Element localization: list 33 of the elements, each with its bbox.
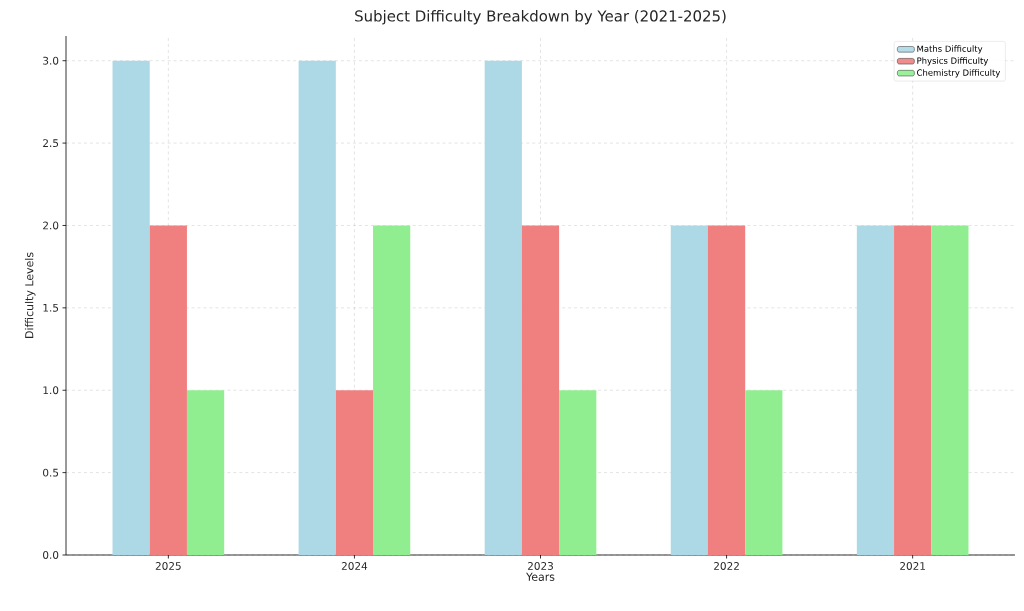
- y-tick-label: 1.0: [43, 386, 59, 395]
- bar: [298, 60, 336, 555]
- legend-label: Physics Difficulty: [917, 57, 989, 66]
- bar: [559, 390, 597, 555]
- bar: [149, 225, 187, 555]
- bar: [521, 225, 560, 555]
- x-tick-label: 2024: [341, 562, 368, 570]
- legend-label: Chemistry Difficulty: [917, 69, 1001, 78]
- x-axis-title: Years: [526, 572, 555, 581]
- bar: [373, 225, 411, 555]
- x-tick-label: 2025: [155, 562, 181, 570]
- bar: [894, 225, 932, 555]
- x-tick-label: 2021: [900, 562, 925, 570]
- bar: [335, 390, 374, 555]
- bar: [745, 390, 783, 555]
- y-tick-label: 2.5: [43, 139, 59, 148]
- y-tick-label: 2.0: [43, 221, 59, 230]
- x-tick-label: 2023: [527, 562, 553, 570]
- y-tick-label: 0.5: [43, 468, 59, 477]
- bar: [856, 225, 895, 555]
- bar: [707, 225, 746, 555]
- chart-title: Subject Difficulty Breakdown by Year (2021-2025): [355, 10, 726, 25]
- bar: [670, 225, 708, 555]
- legend-label: Maths Difficulty: [917, 45, 983, 54]
- y-tick-label: 0.0: [43, 551, 59, 559]
- bar: [186, 390, 225, 555]
- y-tick-label: 1.5: [43, 303, 59, 312]
- x-tick-label: 2022: [714, 562, 739, 570]
- bar: [484, 60, 522, 555]
- bar: [931, 225, 969, 555]
- y-tick-label: 3.0: [43, 56, 59, 65]
- y-axis-title: Difficulty Levels: [24, 252, 36, 338]
- bar: [112, 60, 150, 555]
